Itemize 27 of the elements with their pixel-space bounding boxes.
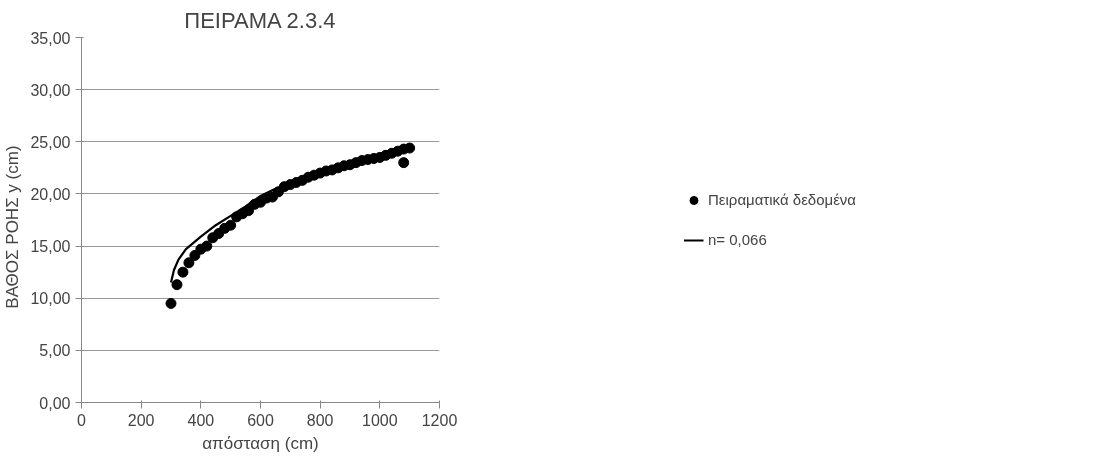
x-tick-label: 0 <box>77 411 87 429</box>
x-tick-label: 1000 <box>362 411 398 429</box>
point <box>201 240 213 252</box>
y-axis-title: ΒΑΘΟΣ ΡΟΗΣ y (cm) <box>3 145 23 309</box>
y-tick-label: 0,00 <box>39 394 71 412</box>
legend-label: Πειραματικά δεδομένα <box>707 191 857 208</box>
point <box>165 297 177 309</box>
point <box>183 257 195 269</box>
point <box>177 266 189 278</box>
point <box>171 279 183 291</box>
y-tick-label: 35,00 <box>30 29 71 47</box>
x-tick-label: 1200 <box>421 411 458 429</box>
x-tick-label: 400 <box>187 411 215 429</box>
y-tick-label: 25,00 <box>30 133 71 151</box>
y-tick-label: 10,00 <box>30 290 71 308</box>
x-axis-title: απόσταση (cm) <box>202 433 319 453</box>
y-tick-label: 5,00 <box>39 342 71 360</box>
y-tick-label: 30,00 <box>30 81 71 99</box>
y-tick-label: 20,00 <box>30 185 71 203</box>
legend-label: n= 0,066 <box>707 231 767 248</box>
point <box>398 157 410 169</box>
chart-title: ΠΕΙΡΑΜΑ 2.3.4 <box>184 7 336 33</box>
x-tick-label: 800 <box>306 411 334 429</box>
x-tick-label: 600 <box>247 411 274 429</box>
x-tick-label: 200 <box>127 411 155 429</box>
y-tick-label: 15,00 <box>30 238 71 256</box>
point <box>225 219 237 231</box>
